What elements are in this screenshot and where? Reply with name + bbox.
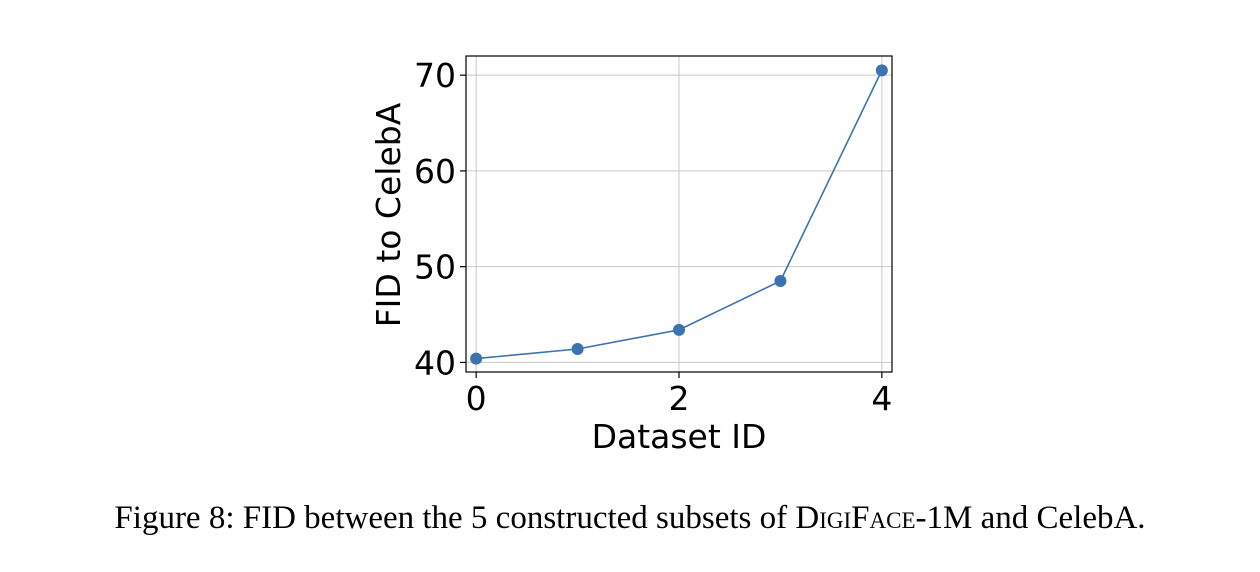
data-point (673, 323, 685, 336)
x-tick-label: 0 (466, 379, 487, 418)
data-point (571, 343, 584, 356)
y-tick-label: 60 (414, 152, 456, 191)
chart: 0 2 4 40 50 60 70 Dataset ID FID to CelebA (369, 55, 893, 456)
x-axis-label: Dataset ID (592, 417, 767, 456)
data-point (875, 64, 888, 77)
x-tick-label: 2 (669, 379, 690, 418)
data-point (470, 352, 483, 365)
y-tick-label: 40 (414, 343, 456, 382)
series-layer (470, 64, 888, 365)
y-tick-label: 70 (414, 56, 456, 95)
y-tick-label: 50 (414, 248, 456, 287)
dataset-name-d: D (795, 500, 820, 536)
figure-caption: Figure 8: FID between the 5 constructed … (0, 500, 1260, 537)
data-point (774, 275, 787, 288)
dataset-name-ace: ace (869, 500, 916, 536)
dataset-name-suffix: -1M (915, 500, 973, 536)
dataset-name-f: F (851, 500, 870, 536)
y-axis-label: FID to CelebA (369, 102, 408, 327)
ticks: 0 2 4 40 50 60 70 (414, 56, 892, 418)
caption-prefix: Figure 8: FID between the 5 constructed … (114, 500, 796, 536)
caption-suffix: and CelebA. (972, 500, 1146, 536)
grid (466, 56, 892, 372)
dataset-name-igi: igi (819, 500, 852, 536)
x-tick-label: 4 (871, 379, 892, 418)
